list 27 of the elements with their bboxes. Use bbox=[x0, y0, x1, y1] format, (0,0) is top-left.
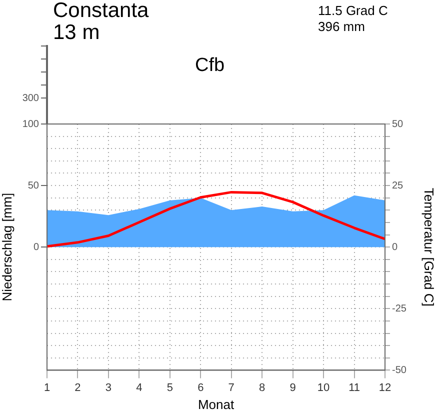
x-tick-label: 8 bbox=[259, 382, 266, 394]
x-tick-label: 7 bbox=[228, 382, 234, 394]
text: Cfb bbox=[195, 55, 225, 77]
y3-tick-label: 300 bbox=[22, 92, 40, 104]
y2-tick-label: 25 bbox=[392, 180, 404, 192]
x-tick-label: 5 bbox=[166, 382, 173, 394]
text: 396 mm bbox=[318, 19, 365, 34]
chart-subtitle: 13 m bbox=[53, 21, 100, 44]
x-tick-label: 12 bbox=[378, 382, 392, 394]
chart-title: Constanta bbox=[53, 0, 149, 22]
text: 11.5 Grad C bbox=[318, 3, 388, 18]
y3-tick-label: 100 bbox=[22, 118, 40, 130]
x-tick-label: 6 bbox=[198, 382, 204, 394]
x-tick-label: 10 bbox=[317, 382, 330, 394]
y2-tick-label: -50 bbox=[392, 364, 407, 376]
y-axis-title: Niederschlag [mm] bbox=[0, 192, 14, 302]
y2-tick-label: 0 bbox=[392, 242, 398, 253]
x-tick-label: 11 bbox=[348, 382, 360, 394]
x-tick-label: 2 bbox=[74, 382, 81, 394]
x-tick-label: 1 bbox=[44, 382, 50, 394]
x-tick-label: 3 bbox=[105, 382, 112, 394]
y2-axis-title: Temperatur [Grad C] bbox=[422, 188, 436, 306]
x-axis-title: Monat bbox=[198, 396, 234, 412]
y2-tick-label: 50 bbox=[392, 118, 404, 130]
x-tick-label: 9 bbox=[290, 382, 296, 394]
y2-tick-label: -25 bbox=[392, 303, 407, 314]
x-tick-label: 4 bbox=[136, 382, 142, 394]
